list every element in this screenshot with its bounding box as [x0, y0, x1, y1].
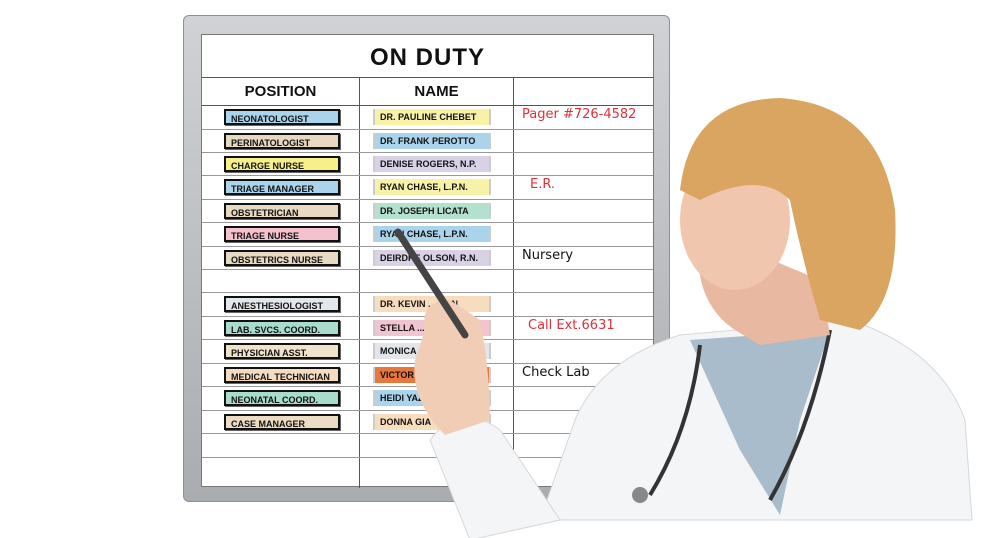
- name-cell: DR. PAULINE CHEBET: [360, 106, 514, 129]
- position-tag[interactable]: PERINATOLOGIST: [224, 133, 340, 149]
- name-tag[interactable]: RYAN CHASE, L.P.N.: [373, 179, 491, 195]
- header-name: NAME: [360, 78, 514, 105]
- header-position: POSITION: [202, 78, 360, 105]
- name-cell: [360, 270, 514, 292]
- name-cell: DR. JOSEPH LICATA: [360, 200, 514, 222]
- position-cell: PERINATOLOGIST: [202, 130, 360, 152]
- position-cell: [202, 270, 360, 292]
- position-tag[interactable]: TRIAGE MANAGER: [224, 179, 340, 195]
- position-cell: CASE MANAGER: [202, 411, 360, 433]
- position-cell: [202, 458, 360, 488]
- name-tag[interactable]: DENISE ROGERS, N.P.: [373, 156, 491, 172]
- name-cell: DENISE ROGERS, N.P.: [360, 153, 514, 175]
- note-cell: Check Lab: [514, 364, 653, 386]
- note-cell: Pager #726-4582: [514, 106, 653, 129]
- name-tag[interactable]: DEIRDRE OLSON, R.N.: [373, 250, 491, 266]
- table-row: [202, 270, 653, 293]
- position-cell: NEONATOLOGIST: [202, 106, 360, 129]
- table-row: OBSTETRICS NURSE DEIRDRE OLSON, R.N. Nurse…: [202, 247, 653, 270]
- table-row: OBSTETRICIAN DR. JOSEPH LICATA: [202, 200, 653, 223]
- position-cell: OBSTETRICS NURSE: [202, 247, 360, 269]
- doctor-coat: [539, 319, 973, 521]
- position-tag[interactable]: LAB. SVCS. COORD.: [224, 320, 340, 336]
- handwritten-note: E.R.: [530, 177, 556, 192]
- position-tag[interactable]: PHYSICIAN ASST.: [224, 343, 340, 359]
- position-tag[interactable]: ANESTHESIOLOGIST: [224, 296, 340, 312]
- position-cell: TRIAGE NURSE: [202, 223, 360, 246]
- position-cell: OBSTETRICIAN: [202, 200, 360, 222]
- position-cell: CHARGE NURSE: [202, 153, 360, 175]
- name-tag[interactable]: DR. FRANK PEROTTO: [373, 133, 491, 149]
- position-cell: [202, 434, 360, 457]
- position-tag[interactable]: NEONATOLOGIST: [224, 109, 340, 125]
- position-cell: LAB. SVCS. COORD.: [202, 317, 360, 339]
- position-tag[interactable]: NEONATAL COORD.: [224, 390, 340, 406]
- position-cell: NEONATAL COORD.: [202, 387, 360, 410]
- table-row: CHARGE NURSE DENISE ROGERS, N.P.: [202, 153, 653, 176]
- position-cell: TRIAGE MANAGER: [202, 176, 360, 199]
- note-cell: E.R.: [514, 176, 653, 199]
- table-row: PERINATOLOGIST DR. FRANK PEROTTO: [202, 130, 653, 153]
- name-tag[interactable]: DR. JOSEPH LICATA: [373, 203, 491, 219]
- position-tag[interactable]: TRIAGE NURSE: [224, 226, 340, 242]
- name-cell: DEIRDRE OLSON, R.N.: [360, 247, 514, 269]
- name-cell: DR. FRANK PEROTTO: [360, 130, 514, 152]
- name-cell: [360, 434, 514, 457]
- position-cell: ANESTHESIOLOGIST: [202, 293, 360, 316]
- position-tag[interactable]: CASE MANAGER: [224, 414, 340, 430]
- header-row: POSITION NAME: [202, 78, 653, 106]
- board-title: ON DUTY: [202, 35, 653, 78]
- position-cell: MEDICAL TECHNICIAN: [202, 364, 360, 386]
- handwritten-note: Pager #726-4582: [522, 107, 637, 122]
- position-tag[interactable]: OBSTETRICS NURSE: [224, 250, 340, 266]
- handwritten-note: Check Lab: [522, 365, 590, 380]
- note-cell: Call Ext.6631: [514, 317, 653, 339]
- doctor-arm: [394, 228, 561, 538]
- name-cell: RYAN CHASE, L.P.N.: [360, 176, 514, 199]
- table-row: TRIAGE MANAGER RYAN CHASE, L.P.N. E.R.: [202, 176, 653, 200]
- marker-pen: [394, 228, 469, 339]
- table-row: [202, 434, 653, 458]
- doctor-head: [680, 98, 896, 345]
- handwritten-note: Call Ext.6631: [528, 318, 615, 333]
- name-tag[interactable]: DR. PAULINE CHEBET: [373, 109, 491, 125]
- position-cell: PHYSICIAN ASST.: [202, 340, 360, 363]
- note-cell: Nursery: [514, 247, 653, 269]
- position-tag[interactable]: OBSTETRICIAN: [224, 203, 340, 219]
- position-tag[interactable]: MEDICAL TECHNICIAN: [224, 367, 340, 383]
- handwritten-note: Nursery: [522, 248, 574, 263]
- position-tag[interactable]: CHARGE NURSE: [224, 156, 340, 172]
- table-row: NEONATOLOGIST DR. PAULINE CHEBET Pager #72…: [202, 106, 653, 130]
